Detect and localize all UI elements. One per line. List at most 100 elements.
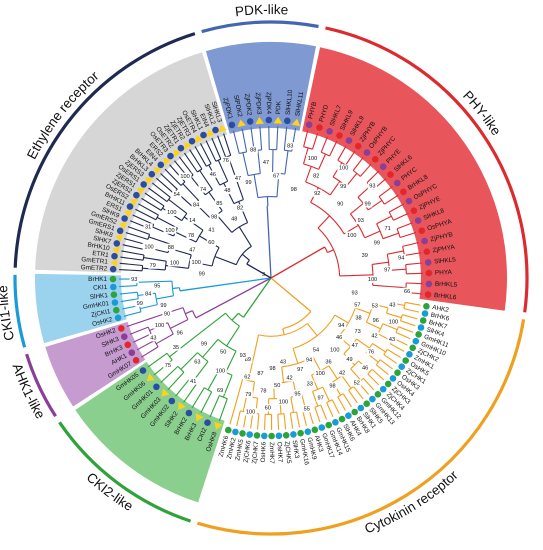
bootstrap-label-bg (187, 246, 197, 254)
branch (246, 259, 250, 265)
leaf-marker (421, 237, 428, 245)
bootstrap-label-bg (292, 390, 303, 398)
branch (266, 206, 272, 279)
branch (256, 413, 260, 430)
bootstrap-value: 100 (368, 277, 377, 283)
branch (160, 365, 179, 384)
bootstrap-label-bg (267, 364, 278, 372)
leaf-marker (177, 144, 185, 152)
leaf-label: GmHK16 (298, 438, 310, 466)
branch (334, 314, 349, 324)
leaf-marker (153, 383, 160, 391)
bootstrap-value: 42 (286, 376, 292, 382)
bootstrap-value: 49 (346, 357, 352, 363)
bootstrap-value: 100 (192, 260, 201, 266)
bootstrap-value: 94 (338, 323, 344, 329)
branch (257, 150, 261, 174)
branch (322, 386, 330, 402)
branch (164, 261, 167, 270)
branch (290, 411, 297, 414)
bootstrap-value: 73 (354, 329, 360, 335)
bootstrap-label-bg (135, 299, 145, 307)
leaf-label: SlHK1 (90, 292, 109, 301)
root-node-label: 3 (262, 272, 265, 278)
branch (302, 147, 309, 165)
bootstrap-label-bg (372, 239, 382, 247)
leaf-marker (363, 400, 371, 408)
leaf-marker (326, 128, 333, 135)
bootstrap-label-bg (323, 358, 334, 366)
leaf-label: PDK (275, 100, 283, 114)
branch (154, 280, 173, 283)
bootstrap-label-bg (243, 390, 253, 398)
branch (399, 231, 417, 239)
branch (253, 174, 259, 198)
leaf-label: SlHK7 (93, 235, 113, 246)
bootstrap-value: 99 (160, 303, 166, 309)
bootstrap-value: 46 (336, 335, 342, 341)
leaf-marker (290, 431, 297, 438)
bootstrap-value: 55 (304, 406, 310, 412)
branch (215, 158, 222, 162)
leaf-marker (128, 349, 136, 357)
branch (200, 391, 213, 414)
leaf-marker (163, 157, 172, 166)
bootstrap-label-bg (369, 332, 380, 340)
branch (175, 377, 191, 397)
branch (218, 398, 228, 422)
branch (217, 135, 227, 158)
leaf-label: ZmHK2 (226, 437, 238, 460)
leaf-marker (145, 177, 154, 185)
leaf-marker (297, 429, 304, 437)
bootstrap-value: 69 (217, 388, 223, 394)
leaf-marker (133, 191, 140, 199)
bootstrap-label-bg (344, 355, 355, 363)
bootstrap-value: 47 (263, 160, 269, 166)
bootstrap-label-bg (255, 369, 266, 377)
leaf-marker (387, 171, 394, 178)
bootstrap-label-bg (382, 266, 392, 274)
branch (305, 166, 312, 183)
leaf-label: ZjCKI1 (91, 308, 112, 319)
branch (120, 256, 144, 261)
bootstrap-value: 99 (201, 341, 207, 347)
branch (384, 194, 399, 205)
leaf-marker (418, 227, 426, 234)
leaf-marker (379, 385, 387, 393)
bootstrap-label-bg (305, 380, 315, 388)
bootstrap-value: 42 (371, 334, 377, 340)
leaf-marker (113, 240, 121, 247)
leaf-marker (398, 363, 406, 371)
bootstrap-label-bg (311, 346, 321, 354)
leaf-label: ZjPDK4 (265, 92, 272, 115)
clade-sector-cki1 (34, 273, 127, 344)
branch (197, 168, 203, 173)
leaf-marker (379, 163, 387, 170)
bootstrap-value: 60 (208, 240, 214, 246)
branch (156, 295, 174, 300)
branch (132, 214, 154, 226)
branch (328, 365, 338, 380)
bootstrap-label-bg (285, 142, 295, 150)
leaf-label: SlHKL5 (434, 256, 457, 265)
bootstrap-label-bg (206, 226, 217, 234)
branch (156, 216, 178, 229)
bootstrap-value: 88 (250, 148, 256, 154)
leaf-label: SlHK8 (94, 228, 114, 240)
bootstrap-value: 94 (306, 358, 312, 364)
branch (276, 126, 279, 150)
bootstrap-value: 47 (352, 343, 358, 349)
branch (205, 140, 217, 162)
branch (356, 338, 370, 349)
leaf-marker (114, 314, 122, 322)
branch (353, 386, 364, 400)
bootstrap-values: 99 88 47 67 83 98 100 82 92 100 99 90 93 99 93 100 71 99 3… (129, 142, 412, 416)
bootstrap-label-bg (336, 321, 346, 329)
group-arc-cki1 (13, 274, 27, 348)
group-arcs (13, 20, 529, 536)
branch (175, 231, 197, 243)
branch (142, 267, 166, 271)
branch (303, 146, 313, 150)
bootstrap-value: 100 (347, 233, 356, 239)
branch (388, 203, 405, 213)
